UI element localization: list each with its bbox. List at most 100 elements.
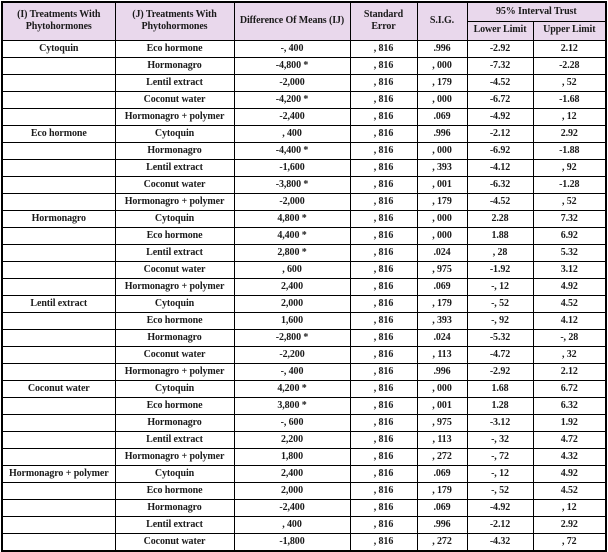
cell-upper-limit: 4.52 <box>532 481 607 500</box>
cell-treatment-i: Coconut water <box>1 379 116 398</box>
cell-treatment-j: Coconut water <box>114 90 235 109</box>
cell-lower-limit: 2.28 <box>466 209 534 228</box>
cell-sig: .069 <box>416 498 468 517</box>
table-row: Hormonagro -4,800 *, 816, 000 -7.32 -2.28 <box>1 56 607 75</box>
cell-treatment-i <box>1 515 116 534</box>
table-row: Eco hormone Cytoquin, 400, 816.996 -2.12 2.… <box>1 124 607 143</box>
cell-difference-of-means: 1,600 <box>233 311 351 330</box>
cell-treatment-j: Coconut water <box>114 175 235 194</box>
cell-standard-error: , 816 <box>349 73 418 92</box>
cell-sig: , 000 <box>416 141 468 160</box>
cell-upper-limit: -1.28 <box>532 175 607 194</box>
cell-upper-limit: 4.92 <box>532 464 607 483</box>
cell-difference-of-means: 2,000 <box>233 294 351 313</box>
cell-upper-limit: 6.72 <box>532 379 607 398</box>
cell-sig: , 179 <box>416 294 468 313</box>
cell-sig: , 000 <box>416 226 468 245</box>
header-treatment-j: (J) Treatments With Phytohormones <box>114 1 235 41</box>
cell-upper-limit: 6.32 <box>532 396 607 415</box>
cell-lower-limit: 1.68 <box>466 379 534 398</box>
cell-difference-of-means: 2,200 <box>233 430 351 449</box>
table-row: Coconut water -2,200, 816, 113 -4.72, 32 <box>1 345 607 364</box>
cell-treatment-i <box>1 498 116 517</box>
cell-treatment-i <box>1 73 116 92</box>
cell-treatment-j: Hormonagro + polymer <box>114 107 235 126</box>
cell-sig: .024 <box>416 243 468 262</box>
cell-difference-of-means: -2,000 <box>233 192 351 211</box>
cell-lower-limit: -6.32 <box>466 175 534 194</box>
cell-upper-limit: , 92 <box>532 158 607 177</box>
table-row: Lentil extract -2,000, 816, 179 -4.52, 52 <box>1 73 607 92</box>
cell-standard-error: , 816 <box>349 277 418 296</box>
cell-lower-limit: -4.32 <box>466 532 534 551</box>
table-header: (I) Treatments With Phytohormones (J) Tr… <box>1 1 607 41</box>
cell-standard-error: , 816 <box>349 345 418 364</box>
table-row: Hormonagro + polymer -2,000, 816, 179 -4.5… <box>1 192 607 211</box>
cell-sig: , 179 <box>416 192 468 211</box>
cell-sig: .024 <box>416 328 468 347</box>
cell-treatment-j: Hormonagro + polymer <box>114 192 235 211</box>
cell-difference-of-means: 3,800 * <box>233 396 351 415</box>
cell-difference-of-means: -2,800 * <box>233 328 351 347</box>
cell-lower-limit: -4.92 <box>466 498 534 517</box>
cell-difference-of-means: -2,400 <box>233 498 351 517</box>
cell-difference-of-means: -, 400 <box>233 39 351 58</box>
cell-treatment-i: Hormonagro <box>1 209 116 228</box>
cell-treatment-j: Hormonagro + polymer <box>114 277 235 296</box>
cell-lower-limit: , 28 <box>466 243 534 262</box>
cell-standard-error: , 816 <box>349 481 418 500</box>
cell-treatment-i <box>1 158 116 177</box>
table-row: Hormonagro + polymer 2,400, 816.069 -, 12 4… <box>1 277 607 296</box>
cell-treatment-i <box>1 345 116 364</box>
cell-lower-limit: -, 12 <box>466 464 534 483</box>
cell-difference-of-means: -1,800 <box>233 532 351 551</box>
cell-standard-error: , 816 <box>349 294 418 313</box>
cell-upper-limit: 1.92 <box>532 413 607 432</box>
cell-difference-of-means: -2,000 <box>233 73 351 92</box>
cell-treatment-i <box>1 192 116 211</box>
cell-treatment-i <box>1 413 116 432</box>
cell-treatment-j: Eco hormone <box>114 226 235 245</box>
table-row: Coconut water Cytoquin 4,200 *, 816, 000 1.… <box>1 379 607 398</box>
cell-treatment-j: Hormonagro <box>114 141 235 160</box>
cell-treatment-i <box>1 175 116 194</box>
cell-lower-limit: -2.92 <box>466 362 534 381</box>
cell-treatment-j: Eco hormone <box>114 39 235 58</box>
cell-standard-error: , 816 <box>349 515 418 534</box>
cell-lower-limit: 1.28 <box>466 396 534 415</box>
cell-treatment-j: Eco hormone <box>114 481 235 500</box>
cell-lower-limit: -, 12 <box>466 277 534 296</box>
cell-lower-limit: 1.88 <box>466 226 534 245</box>
table-row: Hormonagro -4,400 *, 816, 000 -6.92 -1.88 <box>1 141 607 160</box>
cell-treatment-i <box>1 430 116 449</box>
cell-difference-of-means: , 600 <box>233 260 351 279</box>
table-row: Coconut water, 600, 816, 975 -1.92 3.12 <box>1 260 607 279</box>
cell-lower-limit: -2.92 <box>466 39 534 58</box>
cell-standard-error: , 816 <box>349 56 418 75</box>
cell-difference-of-means: 4,200 * <box>233 379 351 398</box>
table-row: Lentil extract, 400, 816.996 -2.12 2.92 <box>1 515 607 534</box>
table-row: Hormonagro + polymer Cytoquin 2,400, 816.0… <box>1 464 607 483</box>
cell-treatment-j: Coconut water <box>114 345 235 364</box>
cell-difference-of-means: 4,800 * <box>233 209 351 228</box>
cell-standard-error: , 816 <box>349 532 418 551</box>
header-lower-limit: Lower Limit <box>466 20 534 41</box>
cell-standard-error: , 816 <box>349 107 418 126</box>
cell-standard-error: , 816 <box>349 311 418 330</box>
cell-treatment-j: Lentil extract <box>114 158 235 177</box>
header-difference-of-means: Difference Of Means (IJ) <box>233 1 351 41</box>
cell-treatment-i <box>1 90 116 109</box>
cell-sig: .996 <box>416 39 468 58</box>
header-treatment-i: (I) Treatments With Phytohormones <box>1 1 116 41</box>
cell-treatment-j: Cytoquin <box>114 294 235 313</box>
table-row: Hormonagro + polymer 1,800, 816, 272 -, 72… <box>1 447 607 466</box>
cell-standard-error: , 816 <box>349 39 418 58</box>
cell-lower-limit: -4.12 <box>466 158 534 177</box>
table-row: Hormonagro + polymer -2,400, 816.069 -4.92… <box>1 107 607 126</box>
cell-standard-error: , 816 <box>349 498 418 517</box>
cell-upper-limit: -2.28 <box>532 56 607 75</box>
cell-standard-error: , 816 <box>349 430 418 449</box>
cell-treatment-i: Lentil extract <box>1 294 116 313</box>
